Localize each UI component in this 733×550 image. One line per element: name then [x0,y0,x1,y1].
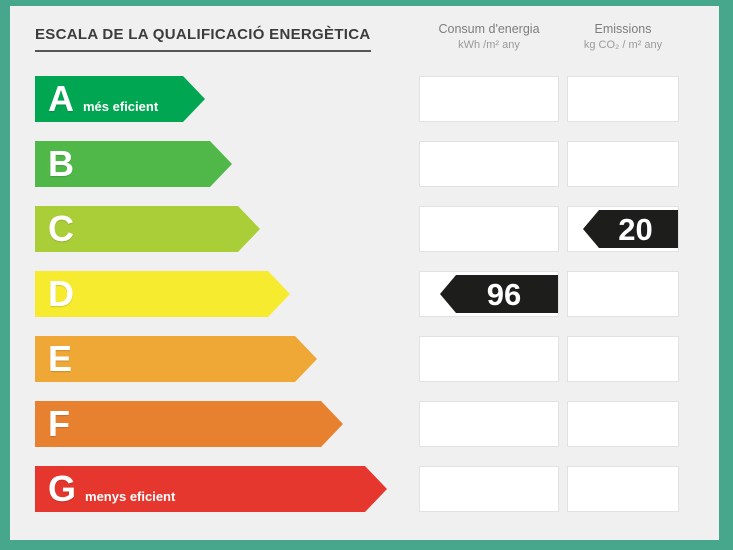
emissions-header-title: Emissions [594,22,652,36]
emissions-cell: 20 [567,206,679,252]
emissions-cell [567,141,679,187]
consum-cell [419,206,559,252]
emissions-cell [567,336,679,382]
consum-cell: 96 [419,271,559,317]
rating-arrow: E [35,336,317,382]
emissions-header-unit: kg CO₂ / m² any [583,39,663,51]
consum-cell [419,141,559,187]
arrow-area: A més eficient [35,76,419,122]
rating-letter: E [48,338,73,379]
rating-letter: B [48,143,74,184]
arrow-area: F [35,401,419,447]
rating-letter: G [48,468,77,509]
emissions-cell [567,271,679,317]
emissions-value: 20 [618,211,653,247]
arrow-area: B [35,141,419,187]
rating-arrow: D [35,271,290,317]
rating-row-f: F [35,401,679,447]
rating-arrow-label: més eficient [83,98,159,114]
arrow-area: C [35,206,419,252]
emissions-value-arrow: 20 [583,210,678,248]
emissions-column-header: Emissions kg CO₂ / m² any [567,20,679,51]
arrow-area: E [35,336,419,382]
rating-arrow: A més eficient [35,76,205,122]
consum-column-header: Consum d'energia kWh /m² any [419,20,559,51]
rating-arrow: G menys eficient [35,466,387,512]
rating-arrow: C [35,206,260,252]
rating-letter: F [48,403,70,444]
rating-row-c: C 20 [35,206,679,252]
rating-row-a: A més eficient [35,76,679,122]
consum-cell [419,401,559,447]
arrow-area: G menys eficient [35,466,419,512]
emissions-cell [567,466,679,512]
emissions-cell [567,401,679,447]
rating-row-g: G menys eficient [35,466,679,512]
page-title: ESCALA DE LA QUALIFICACIÓ ENERGÈTICA [35,26,371,52]
rating-letter: A [48,78,74,119]
consum-value: 96 [486,276,522,312]
rating-arrow-label: menys eficient [85,488,176,504]
arrow-area: D [35,271,419,317]
emissions-cell [567,76,679,122]
consum-cell [419,76,559,122]
title-wrap: ESCALA DE LA QUALIFICACIÓ ENERGÈTICA [35,20,419,52]
rating-rows: A més eficient B [35,76,679,512]
consum-value-arrow: 96 [440,275,558,313]
energy-scale-panel: ESCALA DE LA QUALIFICACIÓ ENERGÈTICA Con… [10,6,719,540]
rating-row-e: E [35,336,679,382]
rating-row-d: D 96 [35,271,679,317]
rating-row-b: B [35,141,679,187]
consum-header-unit: kWh /m² any [458,39,520,51]
rating-letter: D [48,273,74,314]
consum-header-title: Consum d'energia [438,22,540,36]
rating-letter: C [48,208,74,249]
consum-cell [419,336,559,382]
consum-cell [419,466,559,512]
rating-arrow: B [35,141,232,187]
rating-arrow: F [35,401,343,447]
header-bar: ESCALA DE LA QUALIFICACIÓ ENERGÈTICA Con… [35,20,679,64]
